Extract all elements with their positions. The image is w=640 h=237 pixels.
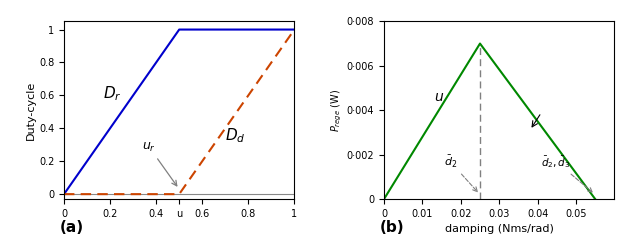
Text: $u_r$: $u_r$ [142,141,177,186]
Y-axis label: $P_{rege}$ (W): $P_{rege}$ (W) [330,89,344,132]
Text: (a): (a) [60,220,83,235]
Text: (b): (b) [380,220,404,235]
Text: $u$: $u$ [434,90,444,104]
X-axis label: damping (Nms/rad): damping (Nms/rad) [445,224,554,234]
Text: $\bar{d}_2$: $\bar{d}_2$ [444,154,477,192]
Text: $D_d$: $D_d$ [225,126,246,145]
Y-axis label: Duty-cycle: Duty-cycle [26,81,36,140]
Text: $D_r$: $D_r$ [103,85,122,103]
Text: $\bar{d}_2, \bar{d}_3$: $\bar{d}_2, \bar{d}_3$ [541,154,592,192]
